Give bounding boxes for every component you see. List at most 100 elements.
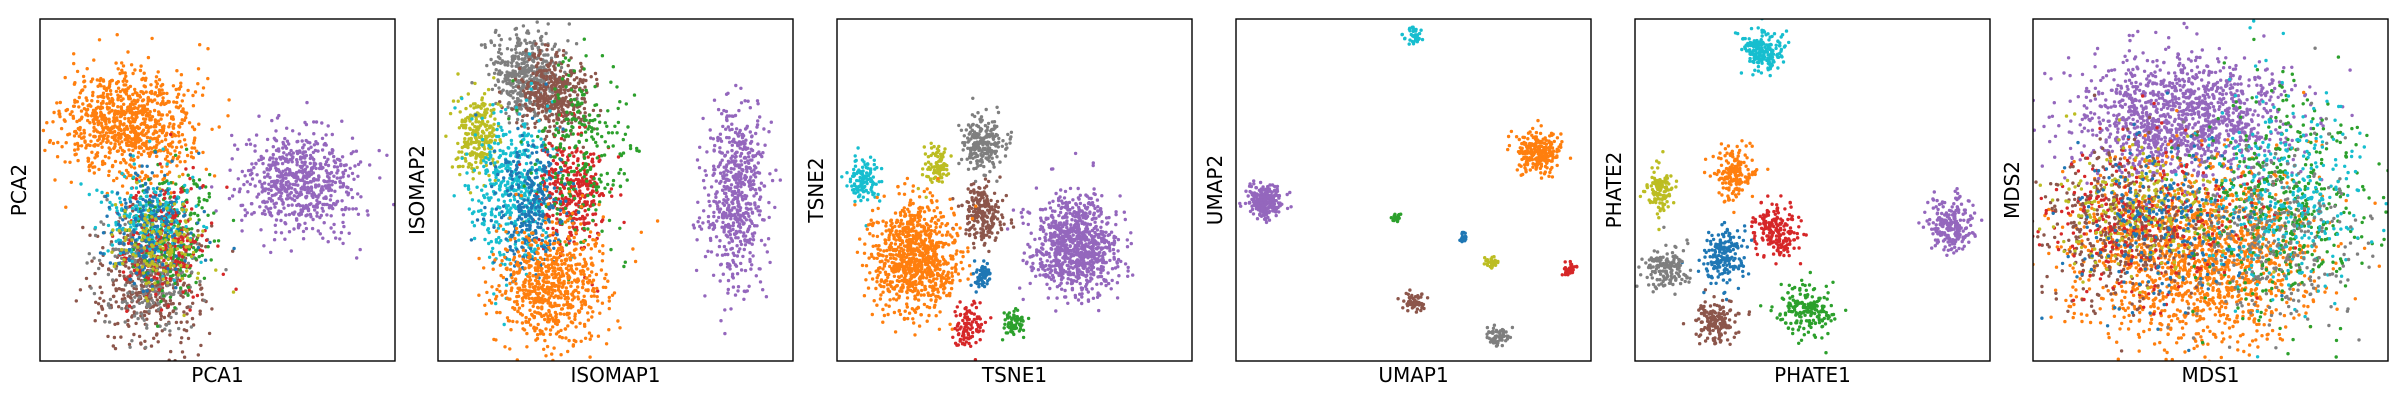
scatter-point bbox=[583, 209, 587, 213]
scatter-point bbox=[477, 135, 481, 139]
scatter-point bbox=[263, 175, 267, 179]
scatter-point bbox=[116, 86, 121, 90]
scatter-point bbox=[174, 259, 178, 263]
scatter-point bbox=[284, 213, 288, 217]
scatter-point bbox=[497, 86, 501, 90]
scatter-point bbox=[176, 233, 180, 237]
scatter-point bbox=[147, 154, 152, 158]
scatter-point bbox=[558, 90, 563, 95]
scatter-point bbox=[188, 176, 192, 181]
scatter-point bbox=[182, 110, 186, 114]
scatter-point bbox=[144, 125, 148, 129]
scatter-point bbox=[186, 336, 191, 341]
scatter-point bbox=[350, 195, 355, 200]
scatter-point bbox=[145, 190, 149, 194]
scatter-point bbox=[196, 353, 200, 357]
scatter-point bbox=[174, 254, 178, 258]
scatter-point bbox=[135, 224, 139, 228]
scatter-point bbox=[121, 250, 126, 255]
scatter-point bbox=[121, 64, 126, 68]
scatter-point bbox=[128, 274, 132, 278]
scatter-point bbox=[496, 226, 501, 230]
scatter-point bbox=[93, 225, 98, 230]
scatter-point bbox=[318, 232, 322, 236]
scatter-point bbox=[125, 191, 130, 195]
scatter-point bbox=[152, 254, 157, 258]
scatter-point bbox=[189, 155, 194, 159]
scatter-point bbox=[192, 138, 197, 143]
scatter-point bbox=[547, 81, 551, 85]
scatter-point bbox=[464, 117, 468, 121]
scatter-point bbox=[175, 100, 179, 105]
scatter-point bbox=[170, 293, 174, 297]
scatter-point bbox=[310, 166, 314, 170]
scatter-point bbox=[105, 214, 109, 218]
scatter-point bbox=[508, 90, 513, 94]
scatter-point bbox=[148, 258, 152, 262]
scatter-point bbox=[553, 93, 557, 97]
scatter-point bbox=[543, 137, 547, 141]
scatter-point bbox=[131, 158, 136, 163]
scatter-point bbox=[120, 247, 124, 252]
scatter-point bbox=[95, 154, 100, 158]
scatter-point bbox=[271, 152, 275, 157]
scatter-point bbox=[548, 125, 552, 129]
scatter-point bbox=[509, 138, 514, 143]
scatter-point bbox=[128, 280, 132, 285]
scatter-point bbox=[539, 103, 544, 107]
scatter-point bbox=[284, 180, 289, 185]
scatter-point bbox=[188, 238, 192, 242]
scatter-point bbox=[506, 78, 510, 82]
scatter-point bbox=[98, 251, 103, 255]
scatter-point bbox=[517, 107, 522, 111]
scatter-point bbox=[81, 102, 85, 106]
scatter-point bbox=[116, 321, 120, 326]
scatter-point bbox=[340, 199, 344, 203]
scatter-point bbox=[115, 116, 119, 120]
scatter-point bbox=[302, 155, 306, 159]
scatter-point bbox=[174, 87, 178, 92]
scatter-point bbox=[107, 156, 111, 160]
scatter-point bbox=[166, 188, 170, 192]
scatter-point bbox=[521, 114, 525, 119]
scatter-point bbox=[283, 221, 287, 225]
scatter-point bbox=[265, 149, 269, 153]
scatter-point bbox=[507, 92, 511, 97]
scatter-point bbox=[528, 40, 532, 45]
scatter-point bbox=[465, 132, 469, 136]
scatter-point bbox=[106, 223, 111, 228]
scatter-point bbox=[141, 271, 146, 275]
scatter-point bbox=[196, 229, 200, 233]
scatter-point bbox=[139, 213, 144, 217]
scatter-point bbox=[185, 264, 189, 268]
scatter-point bbox=[154, 217, 158, 221]
scatter-point bbox=[88, 143, 92, 148]
scatter-point bbox=[544, 230, 548, 235]
scatter-point bbox=[489, 39, 493, 43]
scatter-point bbox=[170, 145, 174, 149]
scatter-point bbox=[64, 141, 68, 145]
scatter-point bbox=[113, 262, 118, 266]
scatter-point bbox=[493, 138, 497, 143]
scatter-point bbox=[522, 84, 526, 89]
scatter-point bbox=[533, 81, 537, 85]
axes-frame bbox=[39, 18, 396, 362]
scatter-point bbox=[137, 301, 142, 305]
scatter-point bbox=[280, 179, 284, 184]
scatter-point bbox=[191, 301, 195, 305]
scatter-point bbox=[528, 96, 532, 100]
scatter-point bbox=[143, 213, 148, 217]
scatter-point bbox=[72, 134, 77, 138]
scatter-point bbox=[301, 178, 305, 183]
scatter-point bbox=[544, 107, 548, 111]
scatter-point bbox=[297, 170, 301, 174]
scatter-point bbox=[328, 203, 332, 208]
scatter-point bbox=[169, 349, 173, 354]
scatter-point bbox=[91, 93, 95, 98]
scatter-point bbox=[264, 205, 268, 209]
scatter-point bbox=[325, 174, 330, 179]
scatter-point bbox=[558, 212, 562, 216]
scatter-point bbox=[134, 112, 139, 117]
scatter-point bbox=[103, 319, 107, 324]
